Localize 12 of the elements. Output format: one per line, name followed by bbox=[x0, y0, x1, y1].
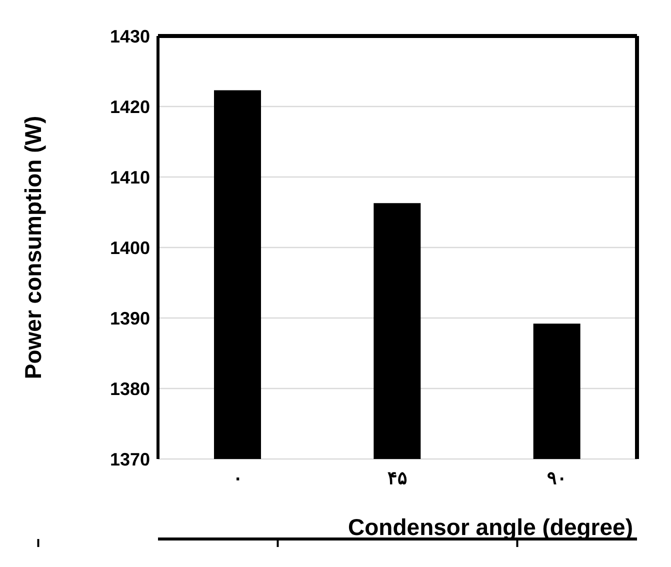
y-tick-label: 1390 bbox=[110, 308, 150, 328]
y-tick-label: 1370 bbox=[110, 449, 150, 470]
x-tick-label: ۰ bbox=[232, 468, 243, 488]
y-axis-title: Power consumption (W) bbox=[20, 116, 46, 380]
y-tick-label: 1380 bbox=[110, 378, 150, 399]
y-tick-label: 1410 bbox=[110, 167, 150, 188]
x-tick-label: ۹۰ bbox=[547, 468, 568, 488]
x-tick-label: ۴۵ bbox=[388, 468, 408, 488]
y-tick-label: 1400 bbox=[110, 238, 150, 258]
y-tick-label: 1430 bbox=[110, 26, 150, 46]
x-axis-title: Condensor angle (degree) bbox=[348, 514, 633, 540]
y-tick-label: 1420 bbox=[110, 96, 150, 117]
